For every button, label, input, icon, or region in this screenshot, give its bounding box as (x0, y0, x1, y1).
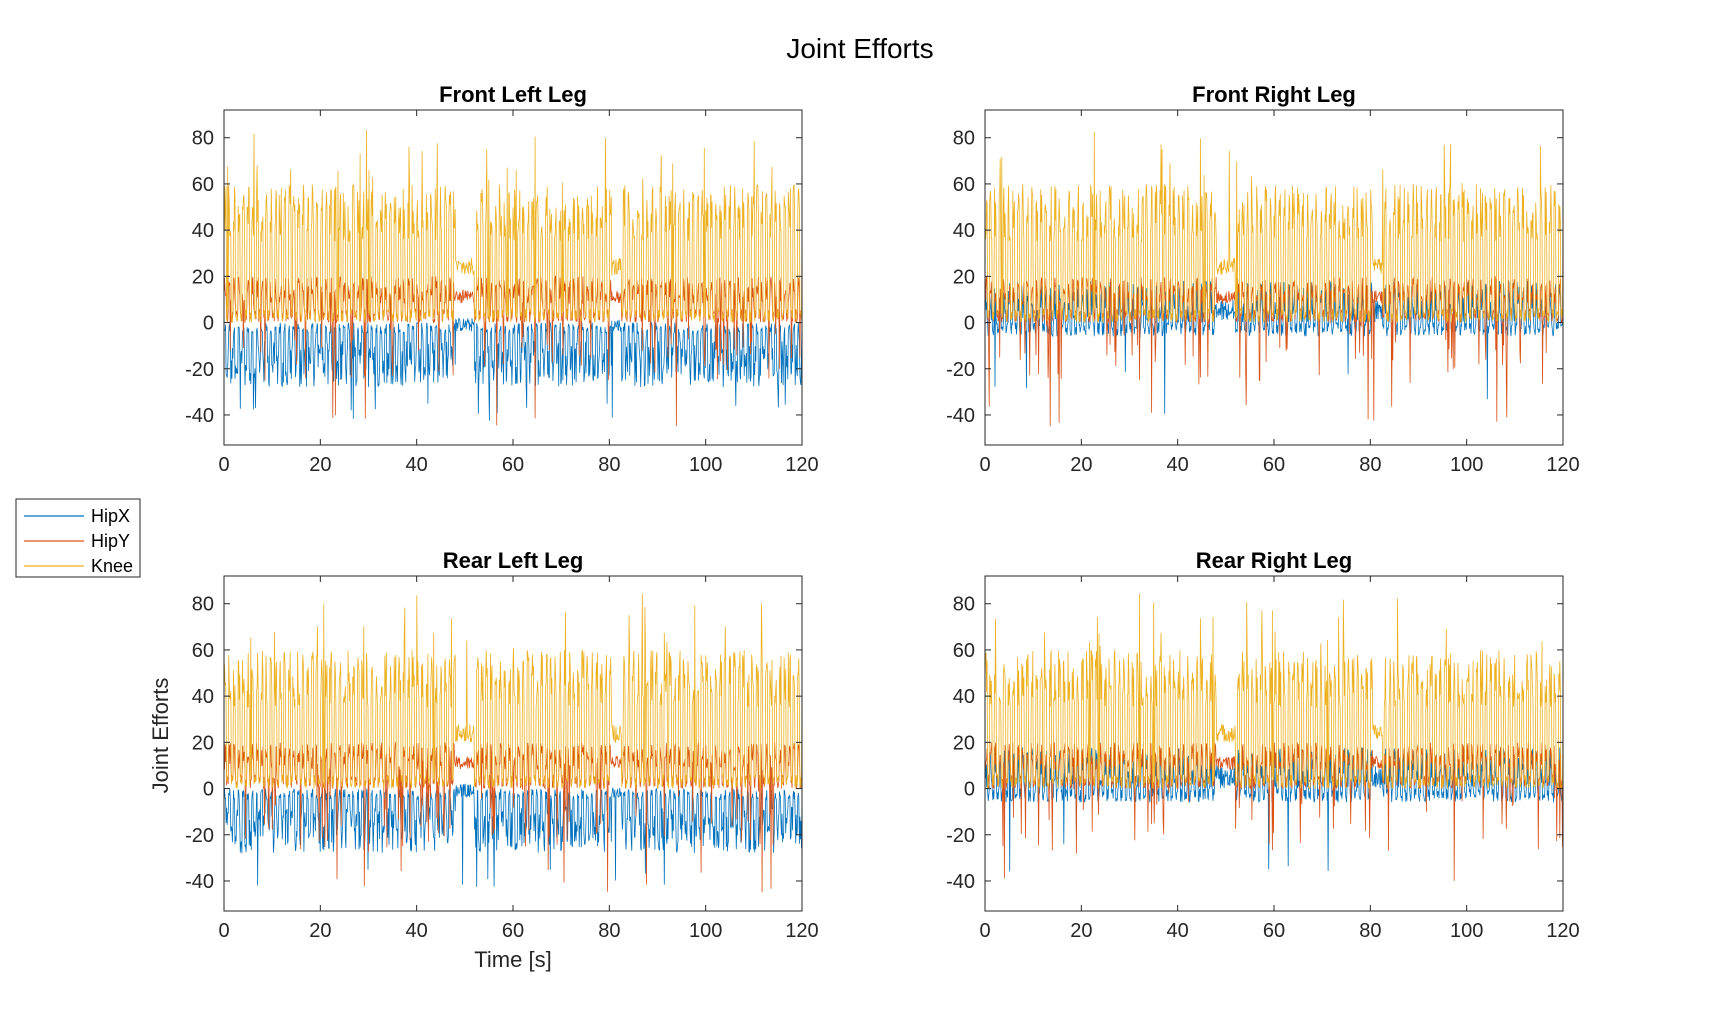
x-tick-label: 120 (785, 454, 818, 476)
x-tick-label: 40 (406, 920, 428, 942)
x-tick-label: 40 (1167, 920, 1189, 942)
y-tick-label: -40 (185, 871, 214, 893)
subplot-title: Rear Right Leg (1196, 548, 1352, 573)
legend-label-knee: Knee (91, 556, 133, 576)
y-tick-label: -20 (946, 359, 975, 381)
x-tick-label: 20 (1070, 920, 1092, 942)
x-tick-label: 60 (502, 454, 524, 476)
x-tick-label: 0 (218, 920, 229, 942)
x-tick-label: 80 (1359, 454, 1381, 476)
subplot-rear-left-leg: 0 20 40 60 80 100 120 -40 -20 0 20 40 60 80 Rear Left … (148, 548, 819, 972)
x-tick-label: 60 (1263, 920, 1285, 942)
x-axis-label: Time [s] (474, 947, 551, 972)
x-tick-label: 40 (406, 454, 428, 476)
x-tick-label: 40 (1167, 454, 1189, 476)
x-tick-label: 100 (689, 920, 722, 942)
y-tick-label: -40 (185, 405, 214, 427)
y-tick-label: 80 (192, 128, 214, 150)
x-tick-label: 60 (502, 920, 524, 942)
y-axis-label: Joint Efforts (148, 678, 173, 794)
x-tick-label: 100 (689, 454, 722, 476)
x-tick-label: 20 (309, 454, 331, 476)
y-tick-label: 60 (953, 174, 975, 196)
y-tick-label: 40 (192, 220, 214, 242)
y-tick-label: 40 (953, 686, 975, 708)
figure-title: Joint Efforts (786, 33, 933, 64)
y-tick-label: 20 (192, 732, 214, 754)
y-tick-label: 60 (192, 174, 214, 196)
series-line-knee (985, 131, 1563, 324)
y-tick-label: 60 (192, 640, 214, 662)
x-tick-label: 120 (1546, 454, 1579, 476)
x-tick-label: 80 (598, 454, 620, 476)
y-tick-label: 0 (203, 313, 214, 335)
legend-label-hipy: HipY (91, 531, 130, 551)
y-tick-label: 20 (953, 732, 975, 754)
y-tick-label: 40 (192, 686, 214, 708)
subplot-front-right-leg: 0 20 40 60 80 100 120 -40 -20 0 20 40 60 80 Front Righ… (946, 82, 1580, 476)
y-tick-label: -20 (185, 825, 214, 847)
y-tick-label: 0 (964, 779, 975, 801)
y-tick-label: -20 (185, 359, 214, 381)
legend-label-hipx: HipX (91, 506, 130, 526)
y-tick-label: 80 (192, 594, 214, 616)
x-tick-label: 120 (785, 920, 818, 942)
subplot-front-left-leg: 0 20 40 60 80 100 120 -40 -20 0 20 40 60 80 Front Left… (185, 82, 819, 476)
y-tick-label: -40 (946, 871, 975, 893)
series-line-knee (985, 593, 1563, 790)
y-tick-label: 80 (953, 594, 975, 616)
subplot-title: Rear Left Leg (443, 548, 584, 573)
subplot-title: Front Left Leg (439, 82, 587, 107)
subplot-title: Front Right Leg (1192, 82, 1356, 107)
x-tick-label: 0 (979, 920, 990, 942)
x-tick-label: 80 (1359, 920, 1381, 942)
subplot-rear-right-leg: 0 20 40 60 80 100 120 -40 -20 0 20 40 60 80 Rear Right… (946, 548, 1580, 942)
y-tick-label: 0 (964, 313, 975, 335)
x-tick-label: 20 (1070, 454, 1092, 476)
y-tick-label: 20 (192, 266, 214, 288)
legend: HipX HipY Knee (15, 498, 141, 578)
series-line-hipx (224, 317, 802, 421)
y-tick-label: 20 (953, 266, 975, 288)
x-tick-label: 0 (218, 454, 229, 476)
x-tick-label: 100 (1450, 454, 1483, 476)
x-tick-label: 60 (1263, 454, 1285, 476)
y-tick-label: 0 (203, 779, 214, 801)
x-tick-label: 20 (309, 920, 331, 942)
y-tick-label: 60 (953, 640, 975, 662)
y-tick-label: -20 (946, 825, 975, 847)
series-line-knee (224, 593, 802, 790)
x-tick-label: 120 (1546, 920, 1579, 942)
y-tick-label: -40 (946, 405, 975, 427)
series-line-knee (224, 130, 802, 324)
y-tick-label: 40 (953, 220, 975, 242)
y-tick-label: 80 (953, 128, 975, 150)
legend-box (15, 498, 141, 578)
x-tick-label: 80 (598, 920, 620, 942)
x-tick-label: 100 (1450, 920, 1483, 942)
x-tick-label: 0 (979, 454, 990, 476)
